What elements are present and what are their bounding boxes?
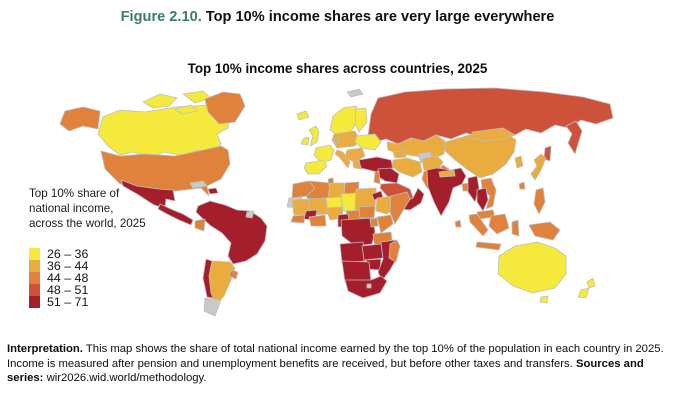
map-region-drc xyxy=(340,217,376,247)
map-region-cuba xyxy=(189,180,208,189)
sources-text: wir2026.wid.world/methodology. xyxy=(43,371,207,384)
map-region-sri-lanka xyxy=(454,219,462,228)
map-region-iceland xyxy=(296,110,310,121)
figure-title: Top 10% income shares are very large eve… xyxy=(201,9,555,25)
legend-swatch xyxy=(29,248,40,260)
interpretation-note: Interpretation. This map shows the share… xyxy=(7,342,669,385)
legend-title: Top 10% share of national income, across… xyxy=(29,186,146,231)
map-region-ecuador xyxy=(194,218,206,232)
map-region-india xyxy=(426,167,467,217)
legend-entries: 26 – 36 36 – 44 44 – 48 48 – 51 51 – 71 xyxy=(29,247,146,309)
map-region-south-sudan xyxy=(358,205,376,219)
map-region-italy xyxy=(334,149,351,169)
map-region-new-zealand-north xyxy=(586,277,596,289)
map-region-south-korea xyxy=(514,155,524,169)
legend-swatch xyxy=(29,272,40,284)
legend-swatch xyxy=(29,296,40,308)
map-region-japan xyxy=(530,153,547,181)
figure-header: Figure 2.10. Top 10% income shares are v… xyxy=(0,9,675,25)
map-title: Top 10% income shares across countries, … xyxy=(187,61,488,76)
map-region-south-africa xyxy=(344,275,388,299)
legend-bin-label: 51 – 71 xyxy=(47,295,89,309)
interpretation-label: Interpretation. xyxy=(7,343,83,356)
map-region-mexico xyxy=(120,179,176,209)
map-region-kamchatka xyxy=(565,120,583,155)
map-region-france xyxy=(313,144,335,164)
map-region-sulawesi xyxy=(511,219,520,237)
map-region-arctic-islands xyxy=(174,104,198,115)
legend-entry: 44 – 48 xyxy=(29,271,146,285)
map-legend: Top 10% share of national income, across… xyxy=(29,186,146,309)
map-region-madagascar xyxy=(388,239,401,263)
map-region-borneo xyxy=(488,213,510,235)
map-region-levant xyxy=(373,170,381,185)
figure-label: Figure 2.10. xyxy=(120,9,202,25)
map-region-somalia xyxy=(389,191,411,225)
map-region-iran xyxy=(391,157,423,178)
map-region-nepal xyxy=(438,169,456,178)
map-region-mongolia xyxy=(471,127,516,142)
world-choropleth-map xyxy=(59,87,614,317)
map-region-germany-central-europe xyxy=(331,130,360,149)
legend-title-line: Top 10% share of xyxy=(29,187,120,200)
map-region-tasmania xyxy=(539,295,549,304)
map-region-romania-balkans xyxy=(344,147,366,163)
interpretation-text: This map shows the share of total nation… xyxy=(7,343,664,370)
map-region-uk xyxy=(308,125,320,147)
map-region-hispaniola xyxy=(207,187,219,195)
map-region-sakhalin xyxy=(543,145,552,162)
map-region-finland xyxy=(354,107,368,133)
map-region-morocco xyxy=(291,180,316,199)
legend-bin-label: 48 – 51 xyxy=(47,283,89,297)
map-region-caucasus xyxy=(392,149,407,159)
map-region-syria-iraq xyxy=(376,167,400,184)
map-region-uruguay xyxy=(228,269,239,280)
map-region-taiwan xyxy=(518,181,526,190)
map-region-ukraine-belarus xyxy=(354,133,382,151)
map-region-svalbard xyxy=(346,88,364,98)
map-region-sumatra xyxy=(468,213,489,237)
map-region-lesotho xyxy=(366,283,372,289)
legend-entry: 36 – 44 xyxy=(29,259,146,273)
map-region-chad xyxy=(340,192,357,212)
legend-title-line: across the world, 2025 xyxy=(29,217,146,230)
map-region-java xyxy=(475,241,502,251)
sources-label: Sources and series: xyxy=(7,357,644,384)
map-region-new-zealand-south xyxy=(577,287,590,299)
legend-bin-label: 44 – 48 xyxy=(47,271,89,285)
legend-swatch xyxy=(29,284,40,296)
map-region-uganda xyxy=(369,217,379,228)
map-region-kenya xyxy=(376,214,394,234)
legend-entry: 48 – 51 xyxy=(29,283,146,297)
map-region-denmark xyxy=(333,137,340,144)
legend-entry: 26 – 36 xyxy=(29,247,146,261)
map-region-argentina xyxy=(208,260,236,306)
map-region-alaska xyxy=(59,106,101,132)
map-region-central-america xyxy=(157,203,194,226)
map-region-philippines xyxy=(533,187,546,215)
legend-bin-label: 36 – 44 xyxy=(47,259,89,273)
map-region-thailand xyxy=(476,187,489,212)
map-region-canada xyxy=(97,104,231,158)
map-region-zambia xyxy=(361,243,384,261)
map-region-west-africa-coast xyxy=(308,214,327,227)
map-region-angola xyxy=(339,241,366,264)
map-region-patagonia xyxy=(203,297,222,317)
legend-entry: 51 – 71 xyxy=(29,295,146,309)
map-region-french-guiana xyxy=(245,210,255,219)
map-region-senegal xyxy=(290,214,306,224)
map-region-new-guinea xyxy=(528,221,561,241)
map-region-australia xyxy=(497,241,567,294)
map-region-namibia-botswana xyxy=(341,260,372,283)
legend-swatch xyxy=(29,260,40,272)
map-region-arctic-islands xyxy=(142,93,178,109)
map-region-iberia xyxy=(303,159,328,175)
map-region-greenland xyxy=(204,91,246,125)
map-region-south-america xyxy=(195,200,268,265)
map-region-ireland xyxy=(300,136,310,146)
legend-title-line: national income, xyxy=(29,202,114,215)
legend-bin-label: 26 – 36 xyxy=(47,247,89,261)
